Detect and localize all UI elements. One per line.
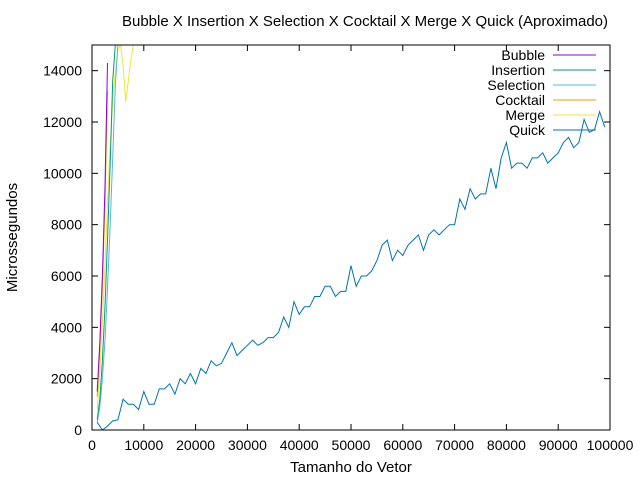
legend: BubbleInsertionSelectionCocktailMergeQui…	[487, 47, 596, 138]
y-tick-label: 0	[74, 422, 82, 438]
series-layer	[96, 45, 606, 430]
x-tick-label: 70000	[435, 437, 474, 453]
legend-label: Bubble	[501, 47, 545, 63]
y-tick-label: 6000	[51, 268, 82, 284]
legend-label: Insertion	[491, 62, 545, 78]
x-tick-label: 10000	[124, 437, 163, 453]
series-line-quick	[96, 110, 606, 430]
axis-ticks: 0 10000 20000 30000 40000 50000 60000 70000 8000…	[43, 45, 634, 453]
y-tick-label: 12000	[43, 114, 82, 130]
series-line-bubble	[96, 62, 108, 392]
plot-area-frame	[91, 44, 611, 431]
legend-label: Quick	[509, 122, 546, 138]
y-tick-label: 2000	[51, 371, 82, 387]
x-tick-label: 60000	[383, 437, 422, 453]
y-tick-label: 10000	[43, 165, 82, 181]
y-tick-label: 4000	[51, 319, 82, 335]
x-tick-label: 90000	[539, 437, 578, 453]
series-line-selection	[96, 45, 119, 423]
y-tick-label: 14000	[43, 63, 82, 79]
x-tick-label: 100000	[587, 437, 634, 453]
legend-label: Selection	[487, 77, 545, 93]
legend-label: Cocktail	[495, 92, 545, 108]
legend-label: Merge	[505, 107, 545, 123]
series-line-merge	[96, 45, 134, 410]
chart-title: Bubble X Insertion X Selection X Cocktai…	[122, 13, 608, 30]
series-line-insertion	[96, 45, 116, 420]
y-tick-label: 8000	[51, 217, 82, 233]
x-tick-label: 0	[88, 437, 96, 453]
x-tick-label: 30000	[228, 437, 267, 453]
x-tick-label: 40000	[280, 437, 319, 453]
x-tick-label: 50000	[332, 437, 371, 453]
x-tick-label: 80000	[487, 437, 526, 453]
x-axis-label: Tamanho do Vetor	[290, 459, 412, 476]
y-axis-label: Microssegundos	[4, 183, 21, 292]
x-tick-label: 20000	[176, 437, 215, 453]
